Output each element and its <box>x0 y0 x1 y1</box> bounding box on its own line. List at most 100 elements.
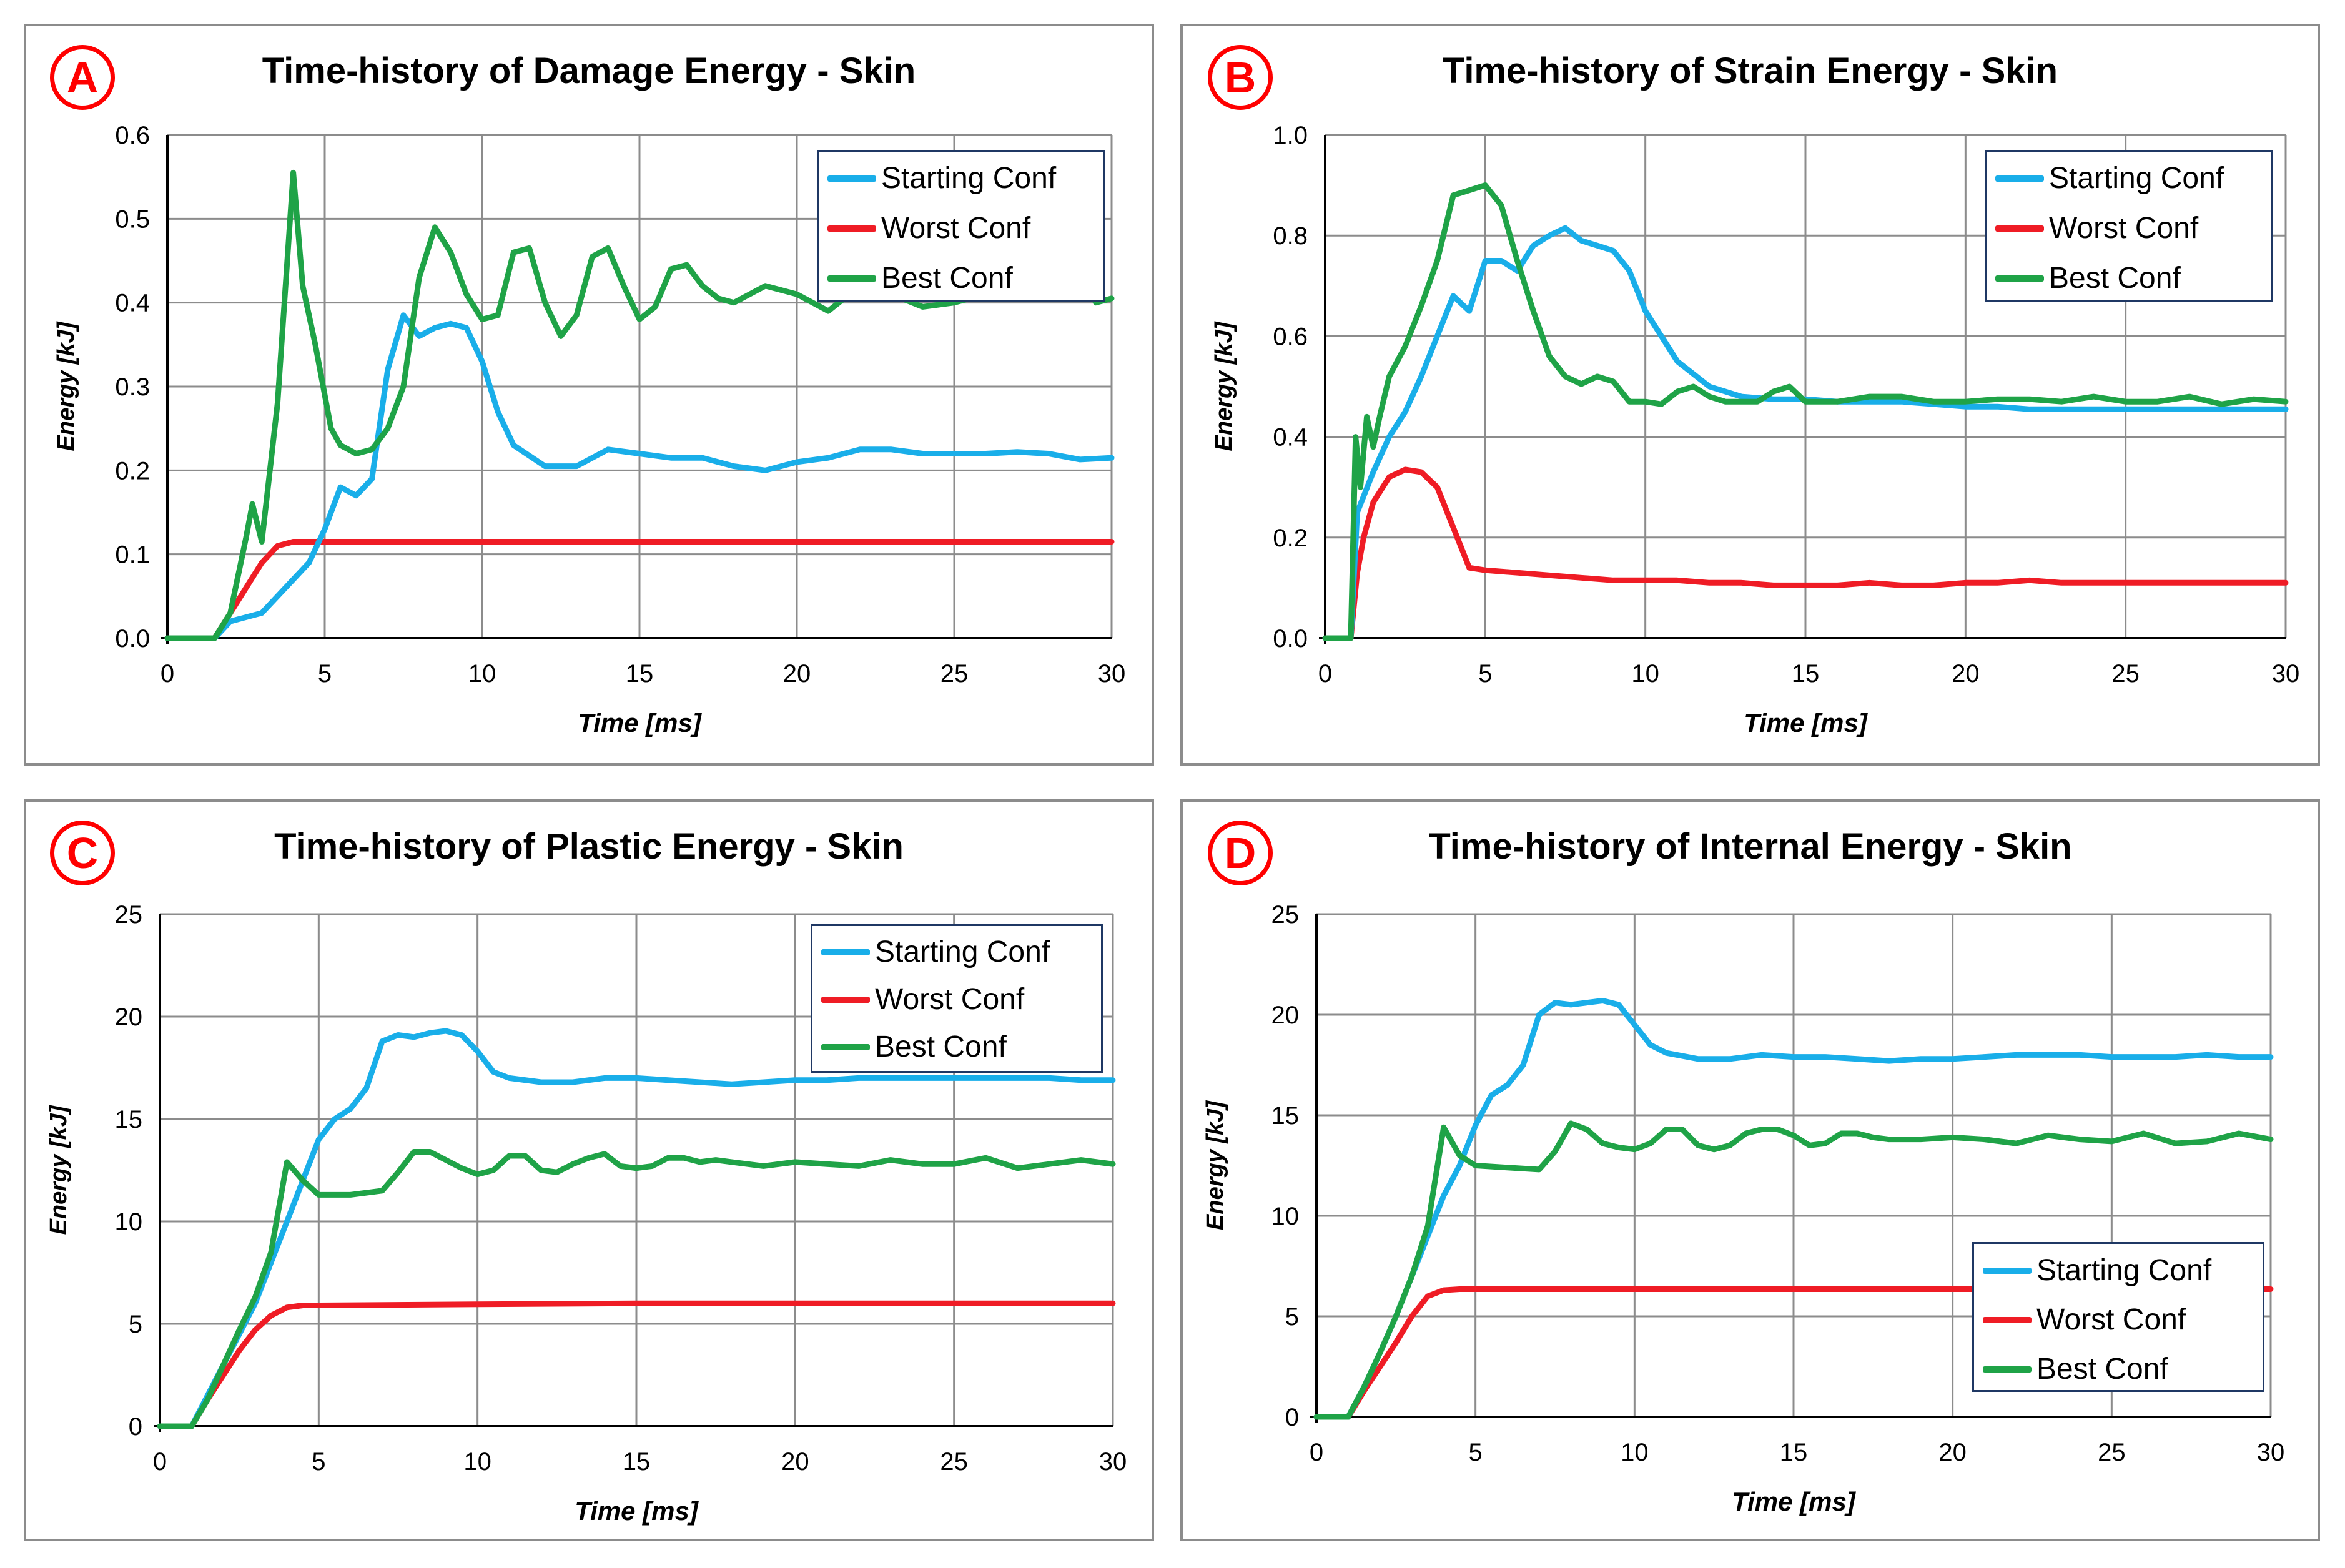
x-tick-label: 30 <box>1099 1448 1127 1476</box>
y-tick-label: 0.4 <box>1273 424 1308 451</box>
x-tick-label: 5 <box>312 1448 325 1476</box>
x-axis-label: Time [ms] <box>575 1496 699 1526</box>
legend-label-worst: Worst Conf <box>881 212 1031 245</box>
legend-label-worst: Worst Conf <box>2049 212 2199 245</box>
y-tick-label: 0.6 <box>115 122 150 149</box>
x-tick-label: 15 <box>626 660 654 688</box>
panel-badge: A <box>50 45 115 110</box>
x-tick-label: 30 <box>2272 660 2300 688</box>
y-tick-label: 0.8 <box>1273 222 1308 250</box>
y-tick-label: 20 <box>1271 1002 1300 1029</box>
series-line-starting <box>1322 225 2289 641</box>
chart-title: Time-history of Internal Energy - Skin <box>1428 826 2072 867</box>
x-tick-label: 20 <box>783 660 811 688</box>
y-tick-label: 0.3 <box>115 373 150 401</box>
y-tick-label: 0.0 <box>1273 625 1308 653</box>
x-tick-label: 10 <box>1631 660 1659 688</box>
chart-legend: Starting Conf Worst Conf Best Conf <box>811 924 1103 1073</box>
x-tick-label: 10 <box>1621 1439 1649 1466</box>
legend-label-starting: Starting Conf <box>2036 1254 2212 1287</box>
series-line-starting <box>1313 998 2274 1420</box>
y-axis-label: Energy [kJ] <box>1202 1100 1228 1230</box>
panel-badge: C <box>50 821 115 885</box>
chart-legend: Starting Conf Worst Conf Best Conf <box>1985 150 2273 302</box>
legend-item-starting: Starting Conf <box>1983 1253 2211 1288</box>
x-tick-label: 0 <box>1318 660 1332 688</box>
legend-swatch-worst <box>1983 1316 2032 1323</box>
legend-label-starting: Starting Conf <box>875 935 1050 969</box>
x-tick-label: 0 <box>160 660 174 688</box>
x-tick-label: 25 <box>2111 660 2140 688</box>
legend-item-worst: Worst Conf <box>821 982 1024 1017</box>
y-tick-label: 15 <box>115 1106 143 1133</box>
chart-plot-internal-energy: 0 5 10 15 20 25 30 0 5 10 15 20 25 Time [ms] Energy [k… <box>1202 901 2284 1516</box>
x-tick-label: 15 <box>623 1448 651 1476</box>
y-axis-label: Energy [kJ] <box>1211 321 1237 451</box>
y-tick-label: 0 <box>1285 1404 1299 1431</box>
x-tick-label: 25 <box>2098 1439 2126 1466</box>
y-tick-label: 0.0 <box>115 625 150 653</box>
y-tick-label: 10 <box>115 1208 143 1236</box>
legend-swatch-worst <box>827 225 876 232</box>
chart-title: Time-history of Damage Energy - Skin <box>262 51 916 91</box>
x-tick-label: 0 <box>1310 1439 1323 1466</box>
chart-legend: Starting Conf Worst Conf Best Conf <box>1972 1242 2264 1392</box>
legend-swatch-worst <box>821 996 870 1003</box>
x-tick-label: 5 <box>1469 1439 1483 1466</box>
legend-item-starting: Starting Conf <box>1995 161 2224 195</box>
chart-plot-plastic-energy: 0 5 10 15 20 25 30 0 5 10 15 20 25 Time [ms] Energy [k… <box>46 901 1127 1526</box>
legend-label-best: Best Conf <box>2049 262 2181 295</box>
y-tick-label: 0.2 <box>1273 525 1308 552</box>
panel-badge: D <box>1208 821 1273 885</box>
y-axis-label: Energy [kJ] <box>46 1105 72 1235</box>
x-tick-label: 5 <box>318 660 332 688</box>
legend-label-starting: Starting Conf <box>2049 162 2224 195</box>
legend-swatch-starting <box>1983 1267 2032 1274</box>
y-tick-label: 25 <box>115 901 143 929</box>
x-tick-label: 20 <box>781 1448 809 1476</box>
legend-item-best: Best Conf <box>1983 1352 2168 1386</box>
x-tick-label: 0 <box>153 1448 167 1476</box>
legend-label-starting: Starting Conf <box>881 162 1057 195</box>
legend-swatch-starting <box>821 949 870 955</box>
chart-plot-damage-energy: 0 5 10 15 20 25 30 0.0 0.1 0.2 0.3 0.4 0.5 0.6 Time [m… <box>53 122 1126 737</box>
y-tick-label: 0.4 <box>115 290 150 317</box>
y-tick-label: 15 <box>1271 1102 1300 1130</box>
x-tick-label: 15 <box>1792 660 1820 688</box>
legend-label-worst: Worst Conf <box>875 983 1025 1016</box>
y-tick-label: 0 <box>129 1413 142 1441</box>
y-tick-label: 0.1 <box>115 541 150 569</box>
legend-item-worst: Worst Conf <box>1995 211 2198 245</box>
x-tick-label: 15 <box>1780 1439 1808 1466</box>
y-tick-label: 0.6 <box>1273 323 1308 350</box>
x-tick-label: 10 <box>463 1448 491 1476</box>
legend-item-best: Best Conf <box>827 261 1013 295</box>
x-axis-label: Time [ms] <box>578 708 703 737</box>
chart-panel-damage-energy: A Time-history of Damage Energy - Skin 0… <box>24 24 1154 766</box>
series-line-worst <box>1322 466 2289 641</box>
x-tick-label: 5 <box>1478 660 1492 688</box>
series-line-worst <box>1313 1286 2274 1420</box>
x-axis-label: Time [ms] <box>1744 708 1869 737</box>
panel-badge: B <box>1208 45 1273 110</box>
chart-panel-internal-energy: D Time-history of Internal Energy - Skin… <box>1180 799 2320 1541</box>
y-axis-label: Energy [kJ] <box>53 321 79 451</box>
legend-item-starting: Starting Conf <box>827 161 1056 195</box>
y-tick-label: 20 <box>115 1003 143 1031</box>
x-axis-label: Time [ms] <box>1732 1487 1857 1516</box>
y-tick-label: 5 <box>129 1311 142 1338</box>
series-line-starting <box>157 1028 1116 1429</box>
chart-panel-plastic-energy: C Time-history of Plastic Energy - Skin … <box>24 799 1154 1541</box>
legend-swatch-starting <box>1995 175 2044 182</box>
x-tick-label: 30 <box>1098 660 1126 688</box>
legend-swatch-starting <box>827 175 876 182</box>
legend-swatch-best <box>1983 1366 2032 1373</box>
chart-panel-strain-energy: B Time-history of Strain Energy - Skin 0… <box>1180 24 2320 766</box>
series-line-best <box>157 1149 1116 1429</box>
y-tick-label: 1.0 <box>1273 122 1308 149</box>
series-line-best <box>1313 1120 2274 1420</box>
legend-label-best: Best Conf <box>2036 1353 2168 1386</box>
y-tick-label: 0.2 <box>115 457 150 485</box>
chart-title: Time-history of Strain Energy - Skin <box>1442 51 2058 91</box>
legend-label-best: Best Conf <box>881 262 1013 295</box>
